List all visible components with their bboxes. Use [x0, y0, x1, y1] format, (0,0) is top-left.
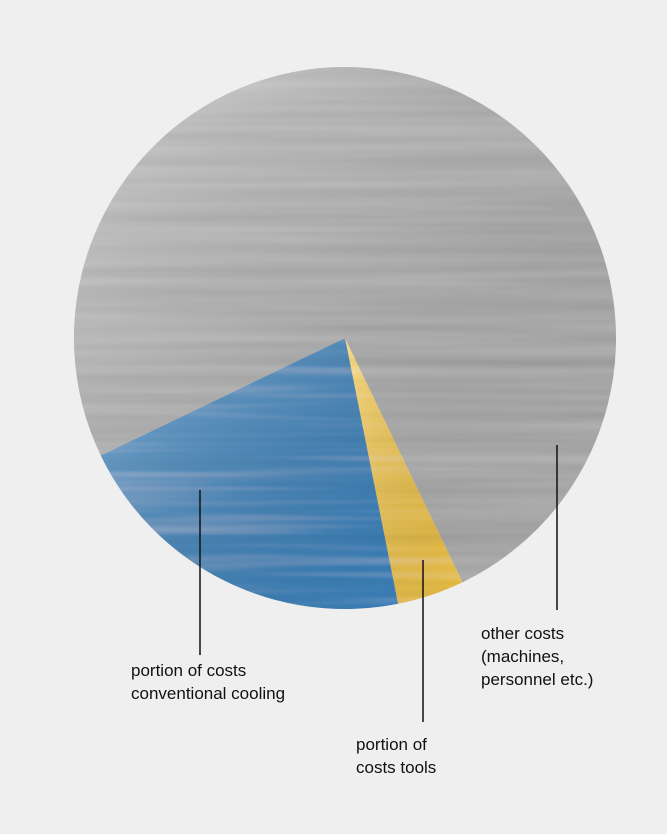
slice-sheen [100, 338, 399, 609]
slice-label: portion of costs conventional cooling [131, 661, 286, 703]
slice-label: portion of costs tools [356, 735, 437, 777]
slice-sheen [74, 67, 617, 583]
slice-sheen [345, 338, 463, 604]
slice-label: other costs (machines, personnel etc.) [481, 624, 594, 689]
pie [74, 67, 617, 609]
leader-lines [199, 445, 558, 722]
